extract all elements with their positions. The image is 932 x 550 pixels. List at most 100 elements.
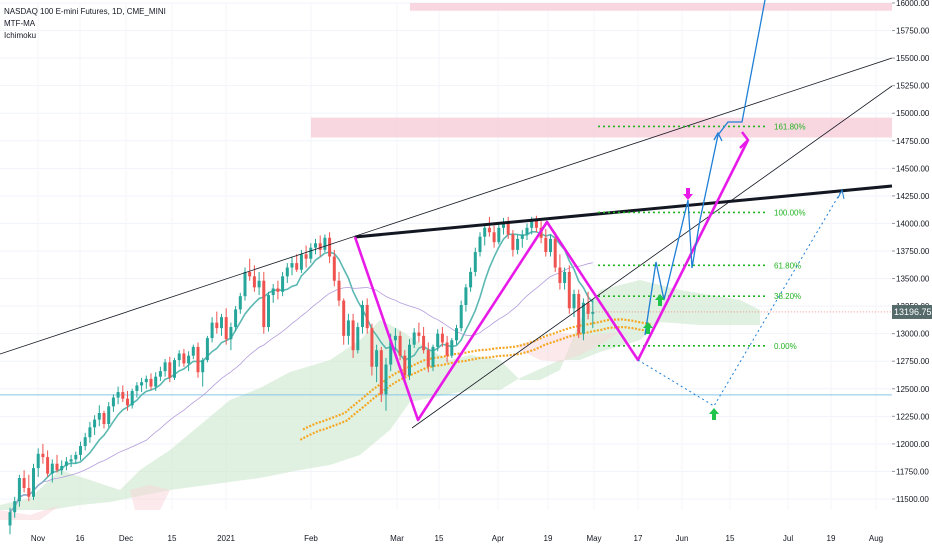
candle-body bbox=[591, 311, 595, 314]
last-price-label: 13196.75 bbox=[894, 307, 932, 317]
candle-body bbox=[201, 360, 205, 373]
x-tick-label: Aug bbox=[869, 534, 883, 543]
candle-body bbox=[314, 243, 317, 248]
candle-body bbox=[252, 276, 256, 288]
candle-body bbox=[158, 371, 162, 377]
candle-body bbox=[506, 222, 510, 235]
candle-body bbox=[60, 465, 64, 471]
candle-body bbox=[271, 288, 275, 296]
x-tick-label: 19 bbox=[544, 534, 553, 543]
candle-body bbox=[502, 222, 505, 228]
candle-body bbox=[144, 378, 148, 383]
candle-body bbox=[196, 346, 200, 373]
y-tick-label: 16000.00 bbox=[896, 0, 930, 8]
candle-body bbox=[187, 355, 191, 364]
x-tick-label: 17 bbox=[634, 534, 643, 543]
candle-body bbox=[168, 362, 172, 378]
candle-body bbox=[224, 317, 228, 340]
candle-body bbox=[408, 344, 411, 376]
x-tick-label: Jul bbox=[783, 534, 793, 543]
candle-body bbox=[525, 227, 529, 235]
y-tick-label: 11500.00 bbox=[896, 495, 929, 504]
candle-body bbox=[116, 392, 120, 398]
indicator-mtf-ma[interactable]: MTF-MA bbox=[4, 19, 36, 28]
candle-body bbox=[417, 332, 421, 336]
buy-arrow bbox=[643, 322, 653, 334]
candle-body bbox=[553, 238, 557, 268]
candle-body bbox=[220, 317, 223, 329]
candle-body bbox=[229, 327, 233, 340]
candle-body bbox=[177, 353, 181, 361]
candle-body bbox=[478, 236, 482, 253]
candle-body bbox=[41, 453, 45, 458]
x-tick-label: May bbox=[586, 534, 601, 543]
time-axis[interactable]: Nov 16 Dec 15 2021 Feb Mar 15 Apr 19 May 17 Jun 15 Jul… bbox=[31, 534, 883, 543]
zone-upper-resistance bbox=[410, 3, 892, 11]
candle-body bbox=[544, 237, 548, 253]
candle-body bbox=[69, 459, 73, 462]
candle-body bbox=[32, 468, 35, 497]
candle-body bbox=[549, 238, 552, 253]
candle-body bbox=[412, 332, 416, 345]
candle-body bbox=[422, 335, 426, 351]
signal-arrows bbox=[643, 188, 719, 420]
candle-body bbox=[530, 219, 534, 228]
pattern-drawing[interactable] bbox=[353, 0, 845, 422]
candle-body bbox=[473, 252, 477, 272]
candle-body bbox=[581, 302, 585, 334]
candle-body bbox=[17, 478, 21, 502]
indicator-ichimoku[interactable]: Ichimoku bbox=[4, 31, 37, 40]
y-tick-label: 15500.00 bbox=[896, 54, 930, 63]
last-price-box bbox=[892, 304, 932, 319]
candle-body bbox=[257, 280, 261, 288]
candle-body bbox=[403, 355, 407, 376]
candle-body bbox=[130, 390, 134, 406]
x-tick-label: Apr bbox=[492, 534, 505, 543]
candle-body bbox=[50, 463, 54, 474]
candle-body bbox=[520, 234, 524, 239]
candle-body bbox=[342, 300, 346, 336]
candle-body bbox=[281, 276, 285, 292]
y-tick-label: 14250.00 bbox=[896, 192, 930, 201]
y-tick-label: 12000.00 bbox=[896, 440, 930, 449]
candle-body bbox=[534, 219, 538, 228]
y-tick-label: 11750.00 bbox=[896, 467, 929, 476]
candle-body bbox=[276, 288, 280, 292]
candle-body bbox=[243, 271, 247, 297]
candle-body bbox=[83, 437, 87, 447]
candle-body bbox=[332, 256, 336, 281]
trend-lines[interactable] bbox=[0, 57, 893, 429]
highlight-zones bbox=[311, 3, 892, 138]
y-tick-label: 15000.00 bbox=[896, 109, 930, 118]
candle-body bbox=[140, 382, 144, 386]
fib-label: 0.00% bbox=[774, 342, 797, 351]
candle-body bbox=[577, 293, 581, 334]
candle-body bbox=[97, 413, 101, 420]
last-price-tag: 13196.75 bbox=[592, 304, 932, 319]
candle-body bbox=[483, 227, 487, 237]
x-tick-label: Jun bbox=[676, 534, 689, 543]
x-tick-label: 15 bbox=[726, 534, 735, 543]
y-tick-label: 14500.00 bbox=[896, 164, 930, 173]
candle-body bbox=[558, 267, 562, 283]
symbol-title[interactable]: NASDAQ 100 E-mini Futures, 1D, CME_MINI bbox=[4, 7, 166, 16]
x-tick-label: 19 bbox=[827, 534, 836, 543]
candle-body bbox=[398, 335, 402, 356]
candle-body bbox=[55, 463, 59, 471]
zone-target-zone bbox=[311, 117, 892, 138]
candle-body bbox=[328, 237, 332, 257]
ma-fast-line bbox=[9, 231, 594, 513]
x-tick-label: 15 bbox=[435, 534, 444, 543]
candle-body bbox=[323, 237, 327, 250]
candle-body bbox=[13, 501, 17, 513]
candle-body bbox=[436, 333, 440, 347]
candle-body bbox=[46, 457, 50, 474]
candle-body bbox=[469, 271, 473, 288]
candle-body bbox=[455, 328, 458, 341]
candle-body bbox=[290, 263, 294, 268]
fib-levels[interactable]: 161.80% 100.00% 61.80% 38.20% 0.00% bbox=[598, 122, 806, 351]
sell-arrow bbox=[683, 188, 693, 200]
y-tick-label: 12500.00 bbox=[896, 385, 930, 394]
